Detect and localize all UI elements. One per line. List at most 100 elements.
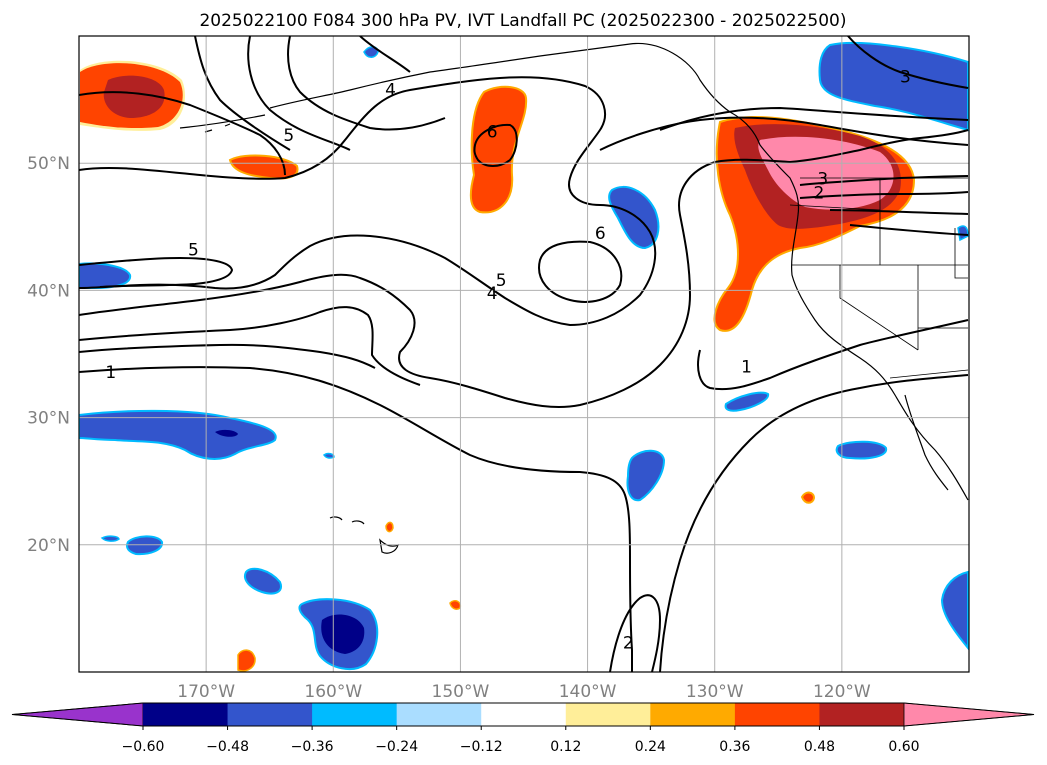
colorbar-extend-max [903, 702, 1035, 727]
shaded-region-neg-137w-25n [626, 449, 666, 502]
pv-contour-2-top [247, 36, 351, 151]
colorbar-segment [227, 703, 313, 726]
x-tick-label: 120°W [813, 682, 871, 702]
colorbar-tick-label: 0.12 [550, 739, 581, 755]
pv-contour-1-pnw [849, 224, 969, 236]
y-tick-labels: 50°N 40°N 30°N 20°N [27, 154, 70, 556]
shaded-region-neg-w30-core [215, 429, 238, 437]
contour-label: 4 [385, 80, 396, 100]
colorbar-segment [396, 703, 482, 726]
coastline-alaska [269, 42, 731, 113]
y-tick-label: 20°N [27, 536, 70, 556]
border-or-wa [789, 204, 881, 211]
pv-contour-5-closed-low [538, 240, 623, 303]
shaded-region-neg-159w-core [321, 614, 365, 654]
contour-label: 1 [741, 358, 752, 378]
contour-label: 4 [487, 284, 498, 304]
state-borders [789, 177, 969, 379]
colorbar-extend-min [11, 702, 144, 727]
border-us-mex [889, 369, 969, 379]
x-tick-label: 130°W [686, 682, 744, 702]
shaded-region-neg-se [940, 570, 969, 651]
pv-contour-1-east [697, 319, 969, 391]
colorbar-tick-label: −0.24 [375, 739, 418, 755]
contour-label: 6 [487, 122, 498, 142]
pv-contour-5-ne [659, 106, 969, 131]
colorbar-segment [565, 703, 651, 726]
x-tick-label: 150°W [432, 682, 490, 702]
x-tick-labels: 170°W 160°W 150°W 140°W 130°W 120°W [177, 682, 871, 702]
y-tick-label: 30°N [27, 409, 70, 429]
contour-label: 5 [496, 271, 507, 291]
contour-label: 6 [595, 224, 606, 244]
contour-label: 5 [188, 241, 199, 261]
pv-contour-3-top [287, 36, 446, 131]
x-tick-label: 160°W [304, 682, 362, 702]
pv-contour-3-pnw [799, 175, 969, 186]
x-tick-label: 170°W [177, 682, 235, 702]
pv-contour-2-pnw-b [829, 209, 969, 215]
shaded-region-tiny-1 [385, 521, 394, 533]
coastline-west-us [791, 214, 969, 501]
colorbar-tick-label: −0.36 [291, 739, 334, 755]
shaded-region-small-e [800, 491, 816, 504]
coastline-hawaii-3 [329, 516, 343, 521]
shaded-region-pnw-pink [758, 136, 894, 210]
pv-contour-1-left [79, 91, 286, 176]
pv-contour-4-ne [599, 116, 969, 151]
colorbar-segment [143, 703, 229, 726]
shaded-region-nw-dark [103, 75, 165, 118]
y-tick-label: 50°N [27, 154, 70, 174]
pv-contours [79, 36, 969, 672]
contour-label: 3 [900, 68, 911, 88]
ivt-shading-positive [80, 60, 916, 672]
map-frame [78, 35, 970, 673]
shaded-region-neg-ne [818, 41, 969, 132]
pv-contour-2-mid [79, 343, 376, 369]
y-tick-label: 40°N [27, 281, 70, 301]
pv-contour-1-long [79, 366, 633, 672]
shaded-region-neg-130w-31n [724, 391, 770, 412]
shaded-region-neg-tiny-c [322, 452, 335, 459]
colorbar-segment [650, 703, 736, 726]
pv-contour-6-closed [473, 123, 518, 167]
shaded-region-neg-tiny-w [100, 535, 120, 542]
shaded-region-neg-e-coast [957, 225, 969, 242]
ivt-shading-negative [79, 41, 969, 671]
colorbar-segment [312, 703, 398, 726]
contour-label: 2 [814, 183, 825, 203]
shaded-region-neg-nw-small [363, 46, 379, 58]
pv-contour-2-south [609, 594, 662, 672]
contour-label: 2 [623, 634, 634, 654]
colorbar-segment [819, 703, 905, 726]
colorbar-tick-label: 0.48 [804, 739, 835, 755]
border-ca-nv [839, 265, 919, 351]
contour-label: 5 [283, 126, 294, 146]
shaded-region-tiny-3 [237, 649, 256, 672]
colorbar-tick-label: −0.48 [206, 739, 249, 755]
pv-contour-2-east [659, 374, 969, 672]
shaded-region-neg-168w-17n [244, 567, 282, 595]
contour-label: 1 [105, 363, 116, 383]
contour-label: 3 [817, 169, 828, 189]
colorbar-segment [734, 703, 820, 726]
colorbar-tick-label: −0.60 [122, 739, 165, 755]
coastline-hawaii-2 [351, 520, 365, 525]
pv-contour-5-wave [79, 76, 657, 327]
pv-contour-3-ne [847, 36, 969, 89]
coastline-bc [729, 111, 800, 216]
shaded-region-neg-120w-28n [835, 440, 888, 460]
x-tick-label: 140°W [559, 682, 617, 702]
colorbar: −0.60 −0.48 −0.36 −0.24 −0.12 0.12 0.24 0.36 0.4… [11, 702, 1035, 755]
colorbar-segment [481, 703, 567, 726]
pv-contour-3-mid [79, 306, 421, 386]
chart-title: 2025022100 F084 300 hPa PV, IVT Landfall… [199, 11, 846, 31]
pv-contour-4-large [79, 129, 969, 408]
pv-contour-1-top [194, 36, 291, 151]
shaded-region-neg-137w-47n [608, 185, 660, 250]
colorbar-tick-label: 0.24 [635, 739, 666, 755]
